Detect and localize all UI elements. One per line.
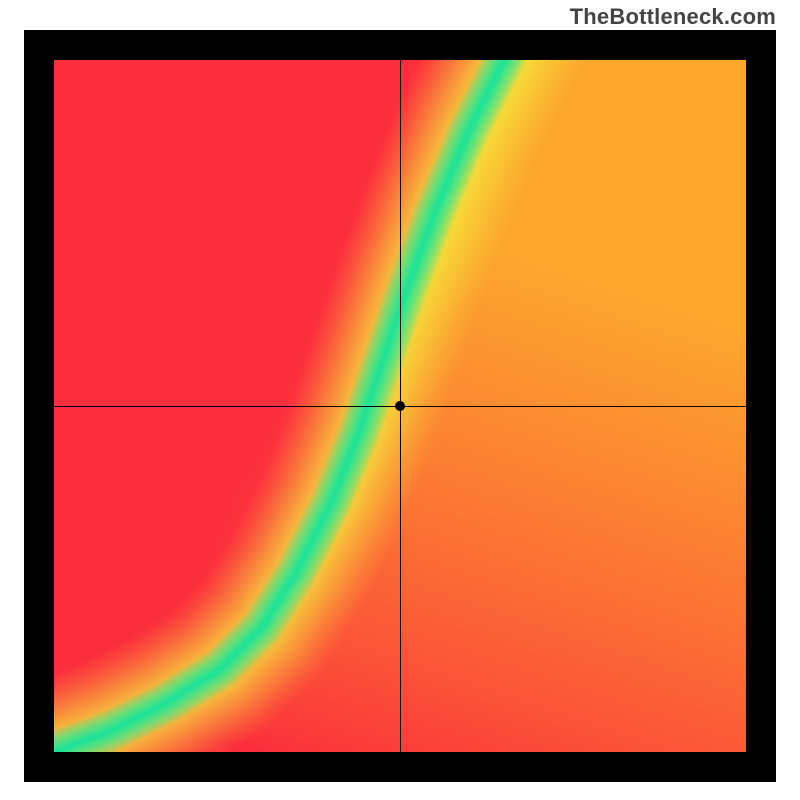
heatmap-plot bbox=[24, 30, 776, 782]
heatmap-canvas bbox=[54, 60, 746, 752]
watermark-text: TheBottleneck.com bbox=[570, 4, 776, 30]
